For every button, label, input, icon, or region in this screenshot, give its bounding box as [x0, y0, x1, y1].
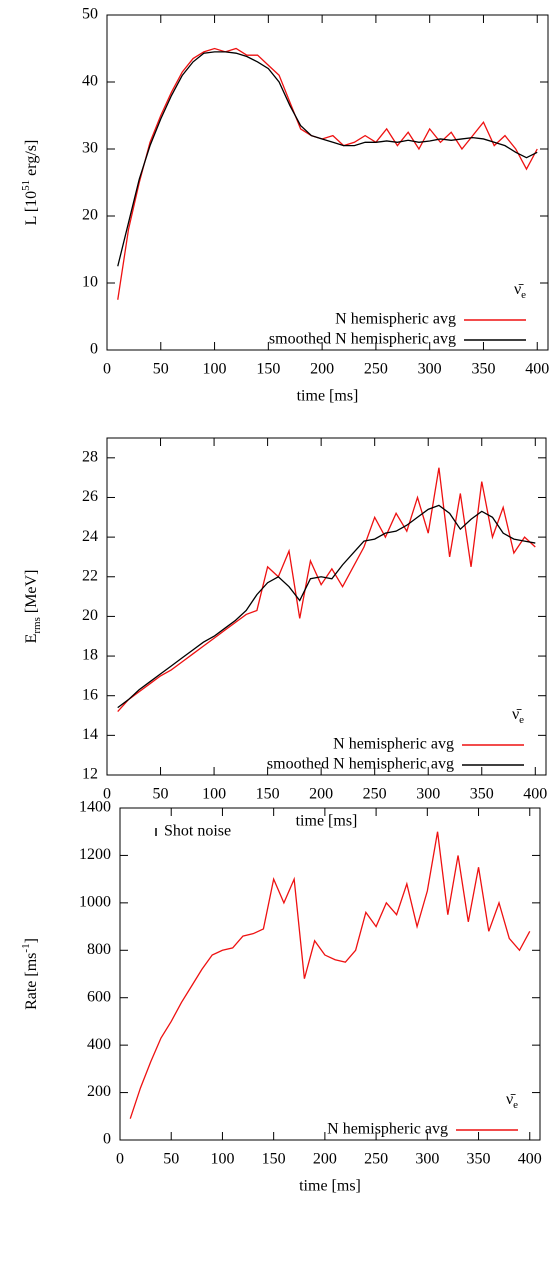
y-axis-label: Rate [ms-1] — [20, 938, 40, 1010]
x-tick-label: 400 — [523, 786, 547, 803]
x-tick-label: 250 — [363, 786, 387, 803]
x-tick-label: 100 — [203, 361, 227, 378]
y-tick-label: 14 — [82, 726, 98, 743]
legend-title-part: e — [513, 1099, 518, 1111]
x-tick-label: 0 — [103, 786, 111, 803]
y-axis-label: Erms [MeV] — [23, 570, 43, 644]
data-line — [117, 51, 538, 267]
y-axis-label-part: 51 — [20, 180, 32, 191]
legend-title-part: e — [519, 714, 524, 726]
legend-title-part: ν̄ — [506, 1091, 516, 1108]
y-tick-label: 40 — [82, 73, 98, 90]
y-axis-label-part: E — [23, 634, 40, 644]
data-line — [117, 47, 538, 300]
y-axis-label-part: rms — [31, 617, 43, 634]
y-axis-label: L [1051 erg/s] — [20, 140, 40, 226]
data-line — [117, 504, 536, 709]
y-tick-label: 12 — [82, 766, 98, 783]
y-tick-label: 200 — [87, 1083, 111, 1100]
y-tick-label: 1000 — [79, 894, 111, 911]
legend-title: ν̄e — [506, 1091, 518, 1111]
y-tick-label: 800 — [87, 941, 111, 958]
y-tick-label: 20 — [82, 207, 98, 224]
y-tick-label: 50 — [82, 6, 98, 23]
x-tick-label: 200 — [309, 786, 333, 803]
legend-title: ν̄e — [512, 706, 524, 726]
x-tick-label: 50 — [153, 361, 169, 378]
y-tick-label: 600 — [87, 988, 111, 1005]
plot-frame — [119, 807, 541, 1141]
x-tick-label: 250 — [364, 1151, 388, 1168]
legend-title: ν̄e — [514, 281, 526, 301]
x-tick-label: 400 — [518, 1151, 542, 1168]
x-tick-label: 350 — [471, 361, 495, 378]
legend-title-part: ν̄ — [512, 706, 522, 723]
x-axis-label: time [ms] — [296, 813, 358, 830]
y-tick-label: 18 — [82, 647, 98, 664]
y-tick-label: 0 — [103, 1131, 111, 1148]
x-tick-label: 100 — [210, 1151, 234, 1168]
x-tick-label: 100 — [202, 786, 226, 803]
annotation: Shot noise — [164, 823, 231, 840]
x-tick-label: 300 — [415, 1151, 439, 1168]
x-axis-label: time [ms] — [299, 1178, 361, 1195]
y-axis-label-part: [MeV] — [23, 570, 40, 618]
x-tick-label: 200 — [313, 1151, 337, 1168]
y-tick-label: 1200 — [79, 846, 111, 863]
y-tick-label: 20 — [82, 607, 98, 624]
y-tick-label: 24 — [82, 528, 98, 545]
x-tick-label: 300 — [416, 786, 440, 803]
x-tick-label: 400 — [525, 361, 549, 378]
legend-label: smoothed N hemispheric avg — [267, 756, 454, 773]
y-tick-label: 16 — [82, 686, 98, 703]
x-tick-label: 350 — [470, 786, 494, 803]
y-tick-label: 28 — [82, 448, 98, 465]
x-tick-label: 50 — [153, 786, 169, 803]
y-axis-label-part: -1 — [20, 943, 32, 952]
y-axis-label-part: erg/s] — [23, 140, 40, 180]
x-tick-label: 150 — [262, 1151, 286, 1168]
legend-title-part: e — [521, 289, 526, 301]
x-tick-label: 300 — [418, 361, 442, 378]
y-tick-label: 1400 — [79, 799, 111, 816]
plot-frame — [106, 14, 549, 351]
y-axis-label-part: ] — [23, 938, 40, 943]
legend-label: smoothed N hemispheric avg — [269, 331, 456, 348]
x-tick-label: 150 — [256, 361, 280, 378]
x-tick-label: 50 — [163, 1151, 179, 1168]
y-tick-label: 400 — [87, 1036, 111, 1053]
legend-label: N hemispheric avg — [335, 311, 456, 328]
data-line — [129, 831, 531, 1119]
x-tick-label: 200 — [310, 361, 334, 378]
plot-frame — [106, 437, 547, 776]
y-tick-label: 30 — [82, 140, 98, 157]
y-axis-label-part: L [10 — [23, 191, 40, 226]
y-tick-label: 0 — [90, 341, 98, 358]
x-tick-label: 0 — [116, 1151, 124, 1168]
legend-label: N hemispheric avg — [333, 736, 454, 753]
legend-title-part: ν̄ — [514, 281, 524, 298]
y-axis-label-part: Rate [ms — [23, 953, 40, 1010]
legend-label: N hemispheric avg — [327, 1121, 448, 1138]
x-axis-label: time [ms] — [297, 388, 359, 405]
data-line — [117, 467, 536, 712]
x-tick-label: 0 — [103, 361, 111, 378]
x-tick-label: 250 — [364, 361, 388, 378]
y-tick-label: 22 — [82, 567, 98, 584]
x-tick-label: 350 — [467, 1151, 491, 1168]
x-tick-label: 150 — [256, 786, 280, 803]
y-tick-label: 10 — [82, 274, 98, 291]
y-tick-label: 26 — [82, 488, 98, 505]
